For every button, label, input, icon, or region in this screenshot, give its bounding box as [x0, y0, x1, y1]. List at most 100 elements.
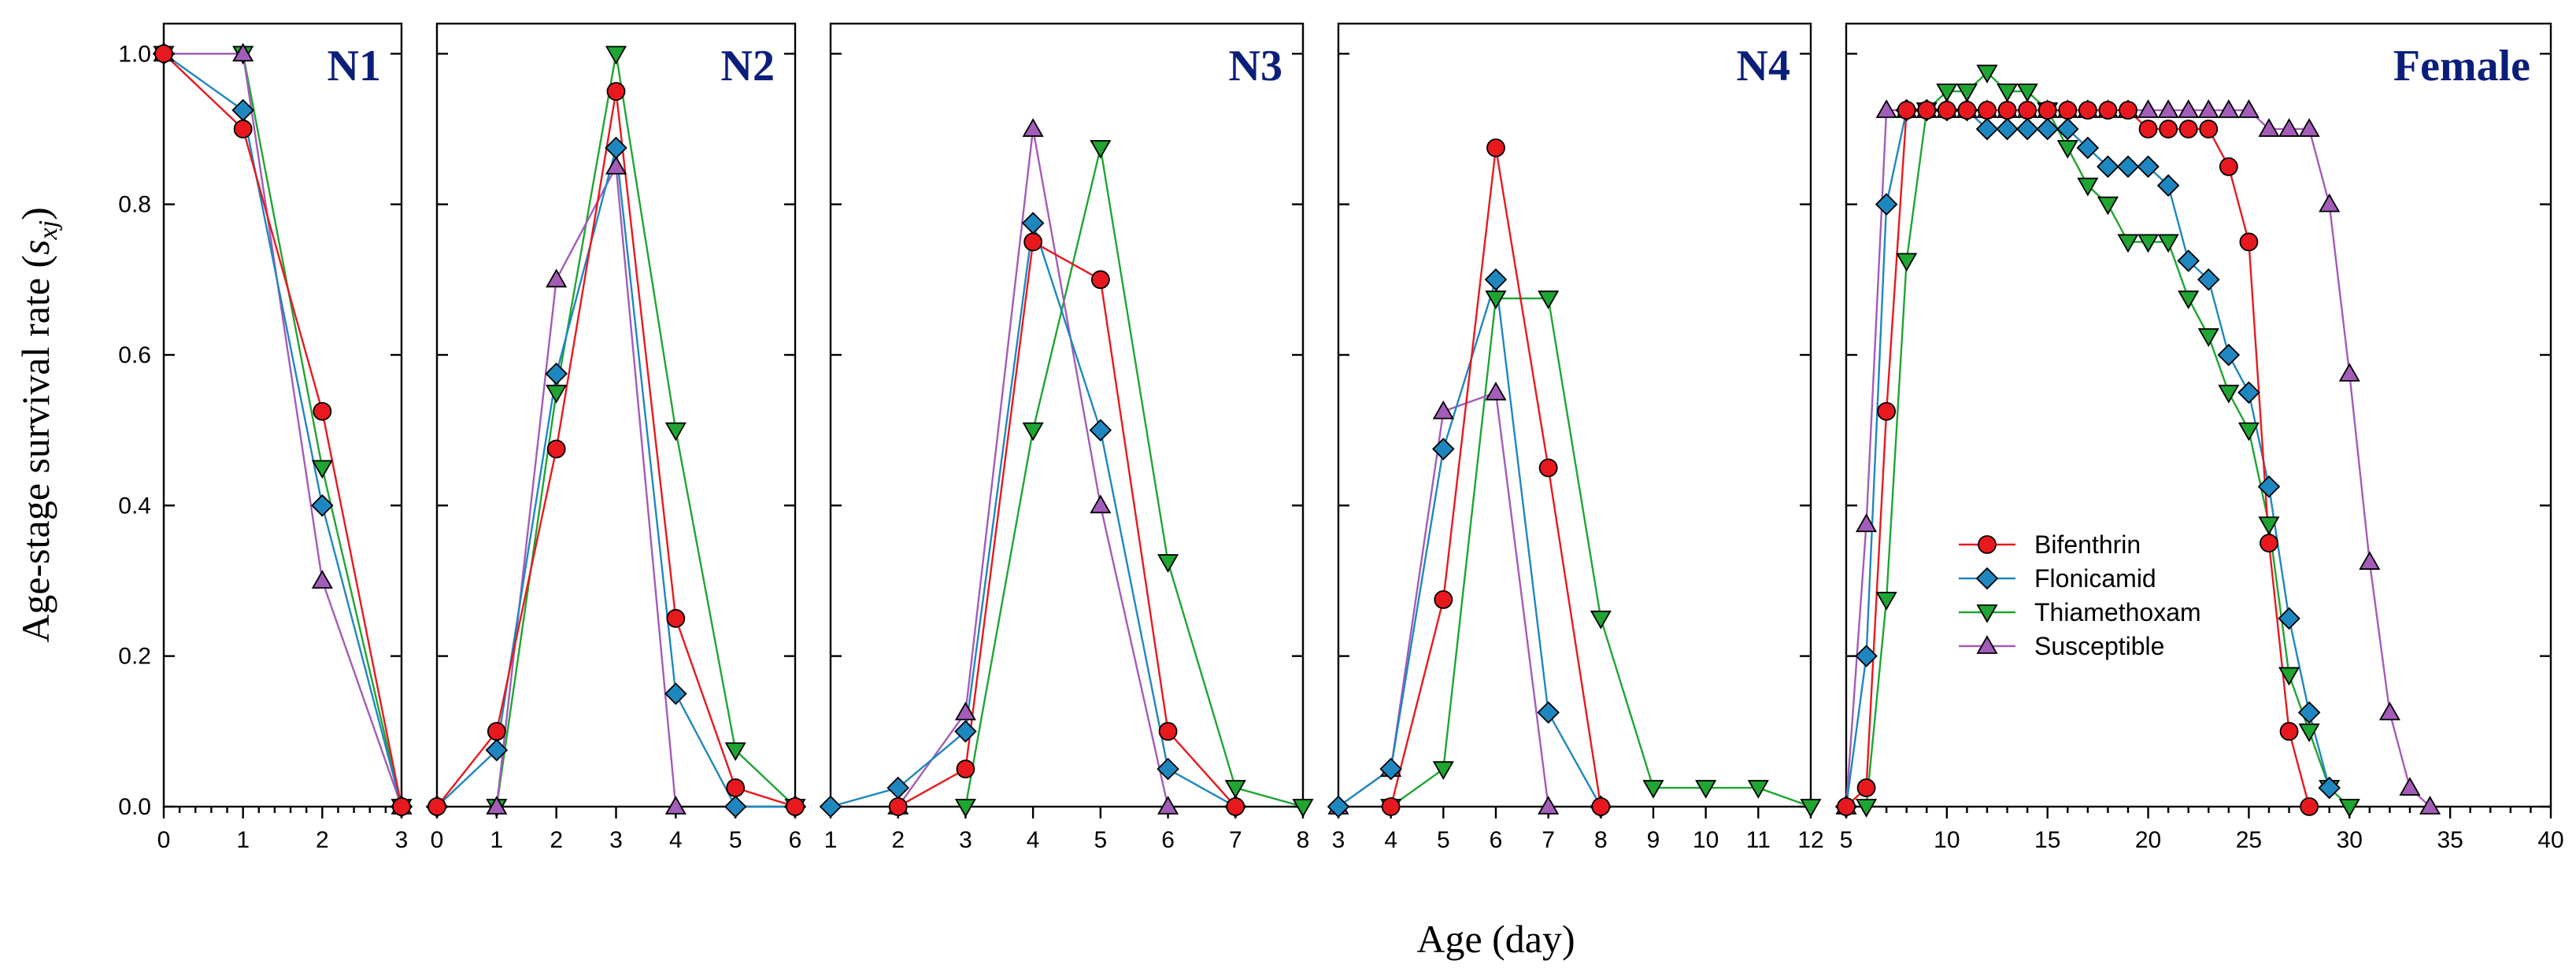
data-point-thiamethoxam [2197, 328, 2219, 347]
data-point-susceptible [2378, 701, 2400, 721]
series-line-bifenthrin [1845, 109, 2311, 807]
data-point-bifenthrin [1434, 589, 1453, 609]
data-point-susceptible [1090, 494, 1112, 514]
data-point-bifenthrin [2037, 101, 2057, 120]
legend-item-susceptible: Susceptible [1959, 632, 2164, 660]
series-line-bifenthrin [898, 240, 1237, 808]
data-point-bifenthrin [2219, 157, 2238, 176]
data-point-susceptible [2278, 118, 2300, 137]
data-point-flonicamid [545, 362, 568, 386]
data-point-susceptible [2197, 99, 2219, 118]
x-tick-label: 1 [824, 827, 838, 853]
y-axis-title-sub: xj [34, 220, 63, 241]
data-point-thiamethoxam [1485, 290, 1507, 310]
panel-n2: 0 1 2 3 4 5 6 N2 [425, 22, 807, 853]
data-point-bifenthrin [1837, 797, 1856, 816]
x-tick-label: 25 [2236, 827, 2262, 853]
data-point-thiamethoxam [2157, 234, 2179, 253]
data-point-flonicamid [1537, 701, 1560, 724]
data-point-flonicamid [1996, 117, 2019, 141]
x-tick-label: 6 [1161, 827, 1175, 853]
data-point-thiamethoxam [1896, 253, 1918, 272]
chart-legend: Bifenthrin Flonicamid Thiamethoxam Suscepti… [1959, 530, 2201, 660]
data-point-thiamethoxam [2278, 667, 2300, 686]
data-point-flonicamid [311, 494, 334, 517]
data-point-susceptible [2338, 363, 2360, 382]
data-point-susceptible [1856, 513, 1878, 533]
data-point-thiamethoxam [1432, 761, 1454, 780]
data-point-thiamethoxam [1997, 83, 2019, 102]
series-line-flonicamid [830, 223, 1236, 808]
x-tick-label: 4 [1384, 827, 1397, 853]
x-tick-label: 0 [431, 827, 444, 853]
data-point-flonicamid [2116, 155, 2140, 179]
x-axis-title: Age (day) [1416, 917, 1575, 961]
data-point-thiamethoxam [1856, 799, 1878, 818]
panel-n3: 1 2 3 4 5 6 7 8 N3 [819, 22, 1314, 853]
panel-title: N2 [721, 42, 775, 91]
legend-marker [1976, 604, 1998, 623]
x-tick-label: 4 [669, 827, 683, 853]
y-tick-label: 0.8 [118, 192, 151, 218]
data-point-bifenthrin [666, 608, 686, 628]
data-point-bifenthrin [1090, 270, 1110, 290]
x-tick-label: 12 [1797, 827, 1823, 853]
data-point-bifenthrin [2239, 232, 2259, 252]
legend-label: Bifenthrin [2034, 530, 2141, 559]
y-axis-title-var: s [13, 239, 57, 254]
data-point-thiamethoxam [2117, 234, 2139, 253]
x-tick-label: 3 [1332, 827, 1345, 853]
legend-label: Susceptible [2034, 632, 2164, 660]
data-point-thiamethoxam [2077, 177, 2099, 197]
data-point-flonicamid [2217, 343, 2241, 367]
data-point-flonicamid [2278, 607, 2300, 630]
data-point-susceptible [1432, 400, 1454, 419]
legend-item-thiamethoxam: Thiamethoxam [1959, 598, 2201, 626]
x-tick-label: 6 [1490, 827, 1503, 853]
data-point-thiamethoxam [605, 46, 627, 65]
x-tick-label: 0 [157, 827, 171, 853]
panel-n1: 0.0 0.2 0.4 0.6 0.8 1.0 0 1 2 3 N1 [118, 22, 413, 853]
series-line-flonicamid [1845, 109, 2330, 807]
data-point-bifenthrin [313, 401, 332, 421]
x-tick-label: 5 [1437, 827, 1450, 853]
data-point-bifenthrin [606, 82, 626, 102]
data-point-susceptible [2258, 118, 2280, 137]
data-point-bifenthrin [392, 797, 411, 816]
data-point-bifenthrin [956, 759, 975, 779]
data-point-bifenthrin [487, 722, 506, 741]
data-point-thiamethoxam [1936, 83, 1958, 102]
data-point-bifenthrin [2159, 120, 2178, 139]
data-point-thiamethoxam [1224, 780, 1246, 799]
data-point-flonicamid [1021, 212, 1045, 235]
data-point-flonicamid [664, 682, 687, 705]
panel-frame [1845, 22, 2552, 808]
panel-n4: 3 4 5 6 7 8 9 10 11 12 N4 [1327, 22, 1824, 853]
data-point-susceptible [2399, 777, 2421, 796]
series-line-thiamethoxam [1390, 297, 1812, 808]
data-point-susceptible [486, 796, 508, 815]
x-tick-label: 2 [891, 827, 905, 853]
x-tick-label: 7 [1229, 827, 1242, 853]
data-point-thiamethoxam [664, 422, 687, 441]
y-tick-label: 1.0 [118, 41, 151, 67]
data-point-flonicamid [1875, 193, 1898, 216]
data-point-bifenthrin [2018, 101, 2037, 120]
data-point-thiamethoxam [311, 460, 333, 479]
data-point-flonicamid [2318, 776, 2341, 800]
series-line-flonicamid [163, 53, 403, 807]
data-point-bifenthrin [786, 797, 805, 816]
data-point-bifenthrin [2279, 722, 2299, 741]
data-point-flonicamid [2177, 249, 2200, 272]
data-point-bifenthrin [1877, 401, 1897, 421]
panel-female: 5 10 15 20 25 30 35 40 Female [1834, 22, 2564, 853]
data-point-flonicamid [819, 795, 842, 818]
panel-frame [1337, 22, 1812, 808]
data-point-bifenthrin [1997, 101, 2017, 120]
x-tick-label: 35 [2437, 827, 2463, 853]
legend-label: Flonicamid [2034, 564, 2156, 593]
data-point-bifenthrin [888, 797, 908, 816]
panel-title: N1 [328, 42, 381, 91]
series-line-thiamethoxam [964, 147, 1304, 808]
